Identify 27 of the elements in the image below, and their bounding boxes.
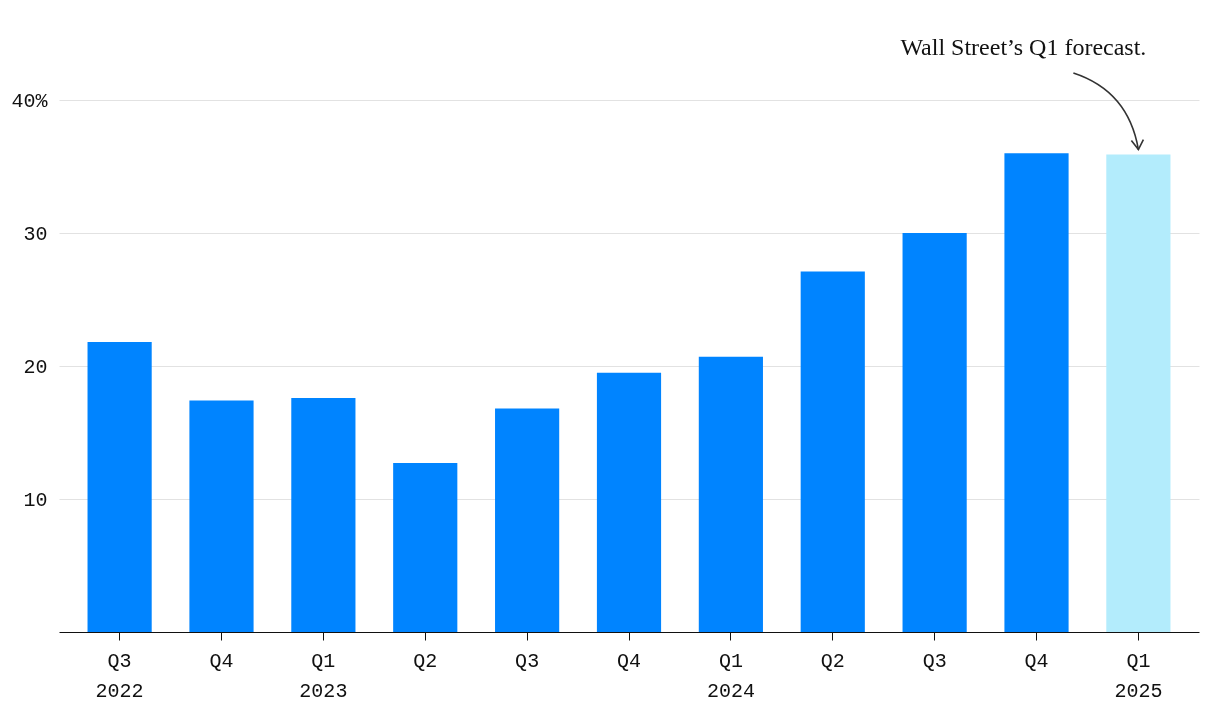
- bar: [1106, 154, 1171, 632]
- bar: [189, 400, 254, 632]
- bar: [800, 271, 865, 632]
- bar: [596, 372, 662, 632]
- y-tick-label: 40%: [11, 89, 49, 113]
- bar: [291, 397, 356, 632]
- y-tick-label: 10: [23, 488, 48, 512]
- bar: [1004, 153, 1069, 632]
- bar: [902, 233, 967, 632]
- x-tick-label: Q2: [820, 649, 845, 673]
- y-tick-label: 20: [23, 355, 48, 379]
- y-tick-label: 30: [23, 222, 48, 246]
- x-tick-label: Q4: [1024, 649, 1049, 673]
- x-tick-label: Q2: [413, 649, 438, 673]
- annotation: Wall Street’s Q1 forecast.: [900, 34, 1147, 60]
- bar: [698, 356, 763, 632]
- x-tick-label: Q3: [515, 649, 540, 673]
- x-tick-label: Q1 2024: [706, 649, 755, 703]
- x-tick-label: Q3: [922, 649, 947, 673]
- bar: [87, 342, 152, 632]
- x-tick-label: Q4: [616, 649, 642, 673]
- bar: [393, 463, 458, 632]
- x-tick-label: Q3 2022: [95, 649, 144, 703]
- x-tick-label: Q4: [209, 649, 234, 673]
- x-tick-label: Q1 2025: [1114, 649, 1163, 703]
- x-tick-label: Q1 2023: [299, 649, 348, 703]
- bar: [495, 408, 560, 632]
